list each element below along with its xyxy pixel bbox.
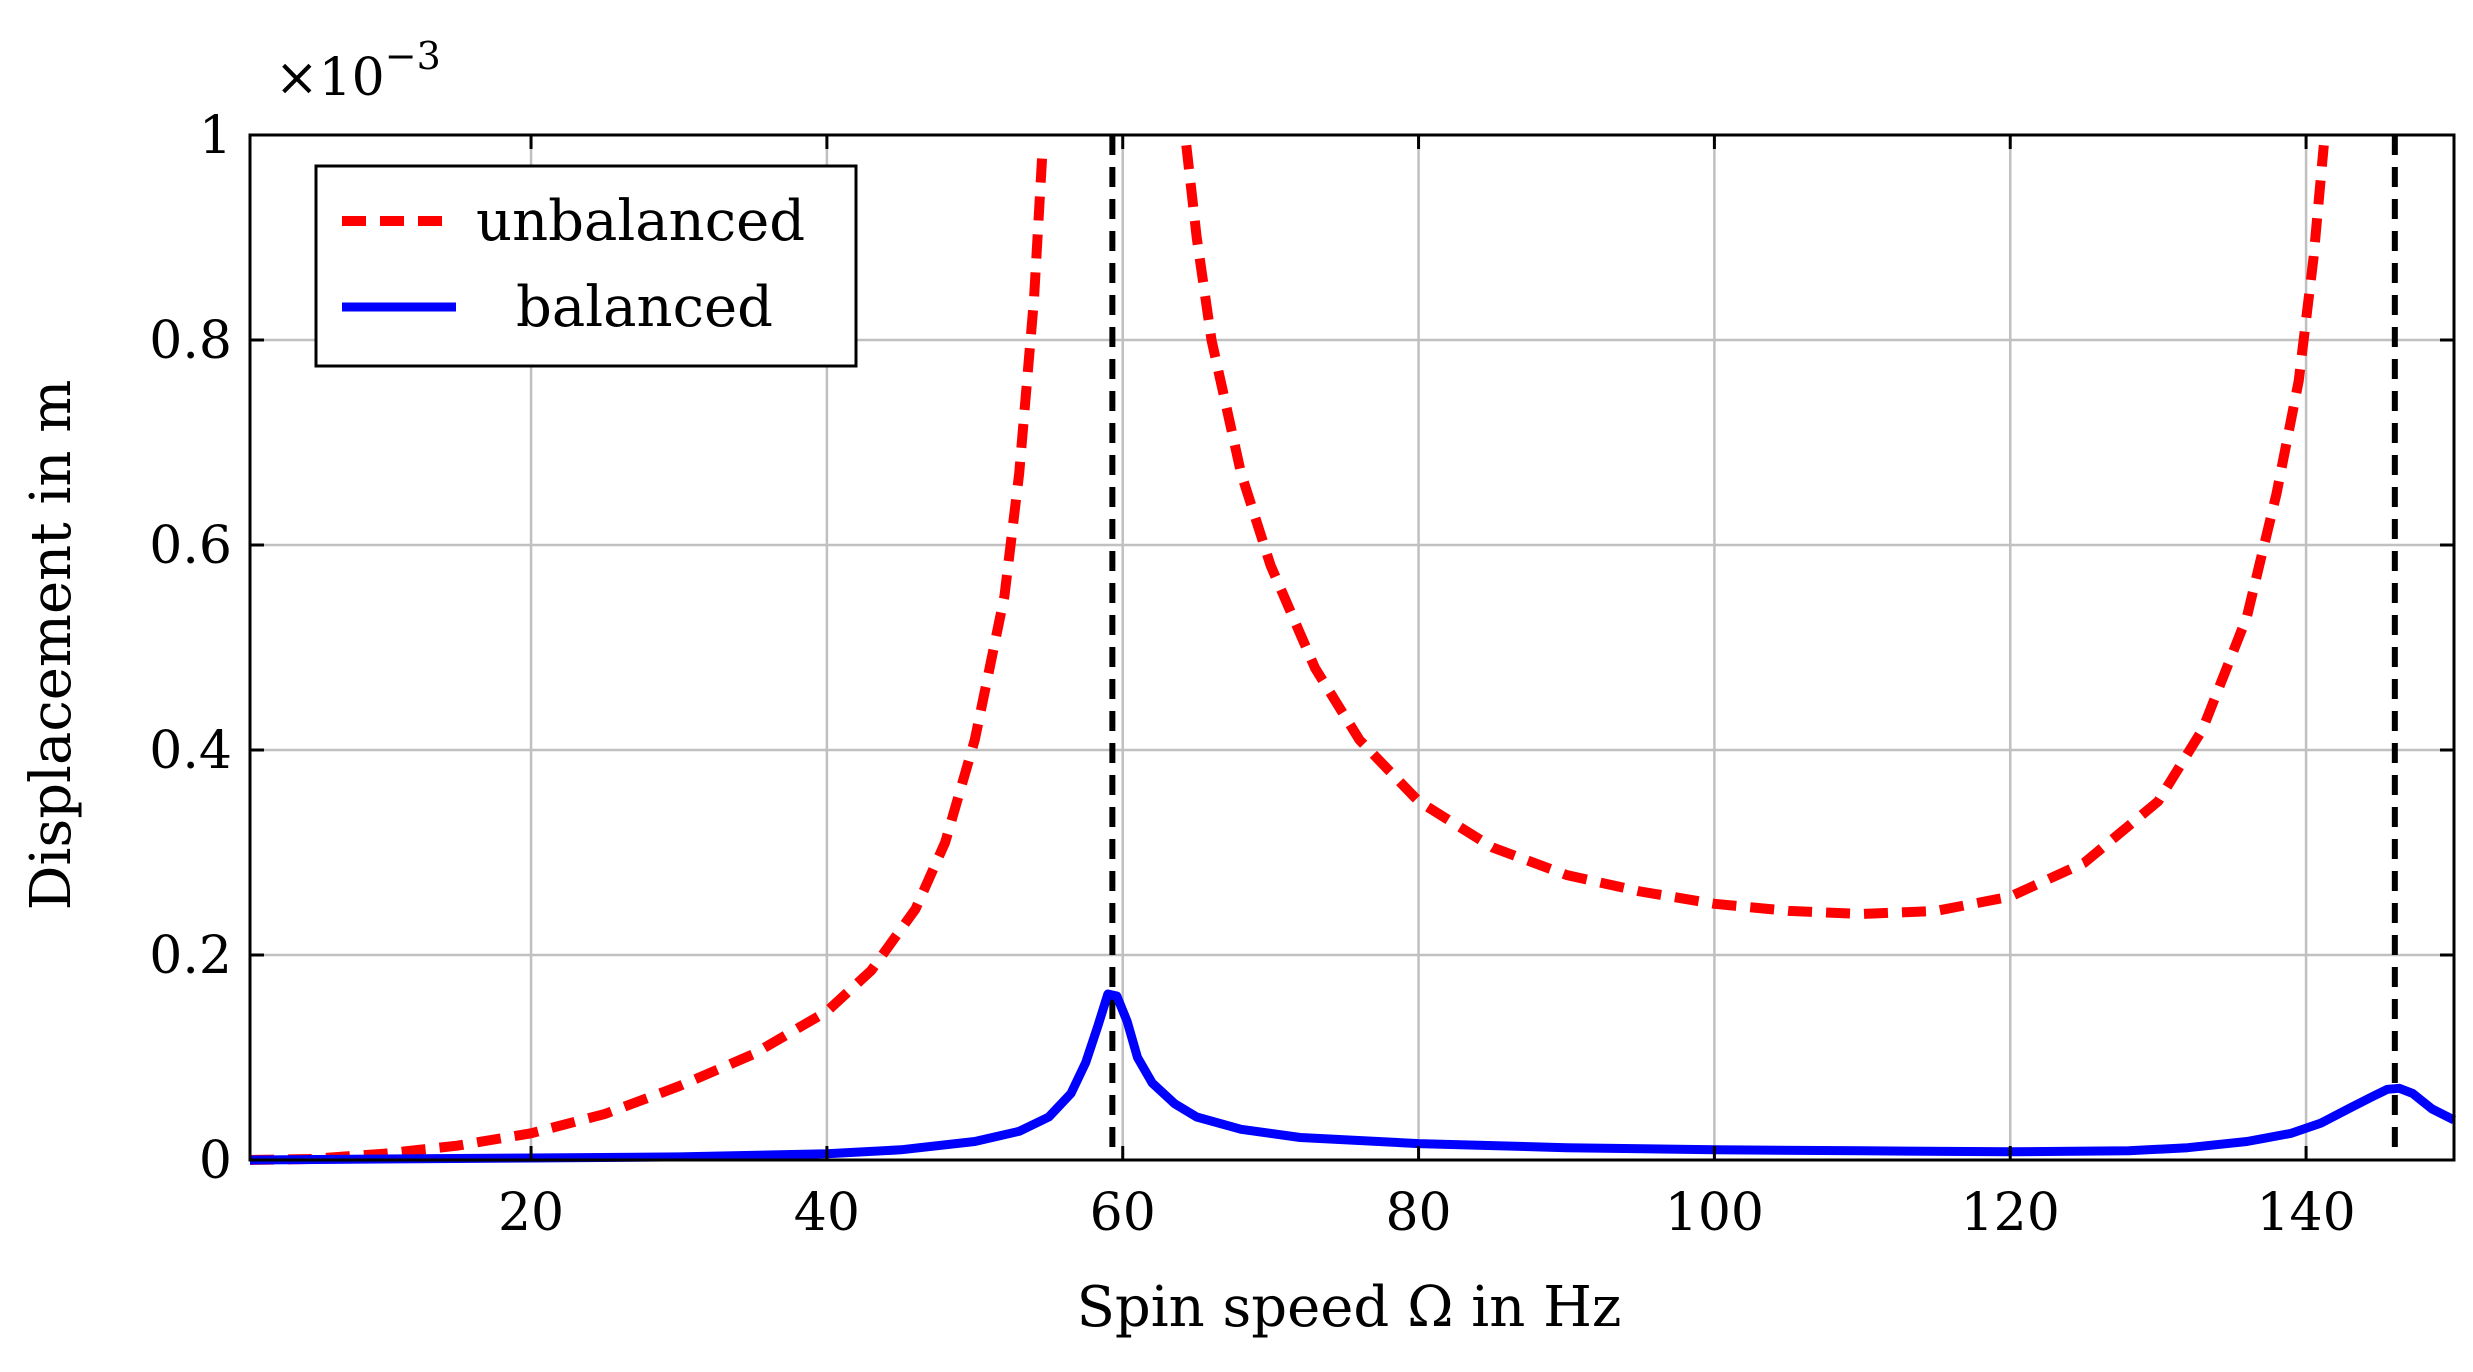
y-tick-label: 1 (199, 106, 232, 166)
legend-box (314, 164, 858, 368)
y-axis-label: Displacement in m (19, 380, 84, 911)
x-tick-label: 100 (1665, 1183, 1764, 1243)
y-tick-label: 0 (199, 1131, 232, 1191)
series-line-unbalanced (249, 145, 1048, 1165)
y-multiplier-exponent: −3 (385, 34, 441, 78)
series-group (249, 144, 2457, 1165)
legend-label-balanced: balanced (516, 275, 773, 340)
reference-lines (1109, 135, 2398, 1160)
x-tick-label: 120 (1961, 1183, 2060, 1243)
plot-frame (248, 133, 2456, 1162)
y-tick-label: 0.4 (149, 721, 232, 781)
x-tick-label: 140 (2256, 1183, 2355, 1243)
x-axis-label: Spin speed Ω in Hz (1077, 1275, 1622, 1340)
legend: unbalanced balanced (314, 164, 858, 368)
series-line-balanced (249, 989, 2457, 1165)
x-tick-label: 80 (1385, 1183, 1451, 1243)
x-tick-label: 60 (1090, 1183, 1156, 1243)
y-tick-label: 0.2 (149, 926, 232, 986)
y-multiplier-base: ×10 (275, 48, 385, 108)
x-tick-label: 20 (498, 1183, 564, 1243)
y-multiplier: ×10−3 (275, 34, 441, 108)
legend-label-unbalanced: unbalanced (476, 189, 805, 254)
x-tick-label: 40 (794, 1183, 860, 1243)
ticks: 20 40 60 80 100 120 140 0 0.2 0.4 0.6 0.8 1 (149, 106, 2454, 1243)
y-tick-label: 0.6 (149, 516, 232, 576)
series-line-unbalanced (1181, 144, 2329, 919)
y-tick-label: 0.8 (149, 311, 232, 371)
